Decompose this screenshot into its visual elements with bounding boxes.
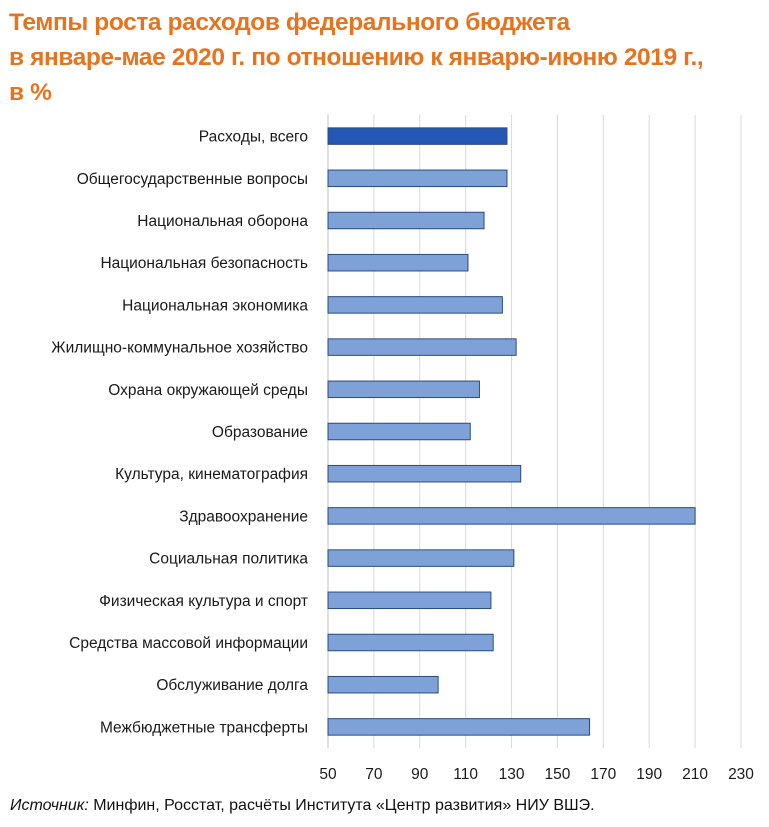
x-tick-label: 210 <box>682 766 708 783</box>
bar <box>327 296 503 314</box>
x-tick-label: 110 <box>453 766 478 783</box>
category-label: Общегосударственные вопросы <box>77 171 308 188</box>
bar <box>327 422 471 441</box>
category-label: Средства массовой информации <box>69 635 308 652</box>
source-label: Источник: <box>10 797 89 814</box>
bar <box>327 675 439 694</box>
category-labels: Расходы, всего Общегосударственные вопрос… <box>51 129 308 737</box>
category-label: Национальная экономика <box>122 297 308 314</box>
x-tick-label: 130 <box>499 766 525 783</box>
bar <box>327 338 517 356</box>
bar <box>327 633 494 652</box>
x-tick-label: 70 <box>365 766 383 783</box>
bars <box>327 127 696 736</box>
bar <box>327 464 522 483</box>
category-label: Здравоохранение <box>179 508 308 525</box>
category-label: Межбюджетные трансферты <box>100 719 308 736</box>
chart-title-line-3: в % <box>9 79 52 106</box>
category-label: Жилищно-коммунальное хозяйство <box>51 340 308 357</box>
bar <box>327 380 480 399</box>
category-label: Физическая культура и спорт <box>99 593 308 610</box>
x-tick-label: 90 <box>411 766 429 783</box>
x-tick-label: 170 <box>590 766 616 783</box>
bar <box>327 169 508 188</box>
x-tick-label: 150 <box>545 766 571 783</box>
x-axis-tick-labels: 50 70 90 110 130 150 170 190 210 230 <box>319 766 754 783</box>
x-tick-label: 190 <box>636 766 662 783</box>
source-text: Минфин, Росстат, расчёты Института «Цент… <box>88 797 595 814</box>
category-label: Социальная политика <box>149 551 308 568</box>
chart-title: Темпы роста расходов федерального бюджет… <box>9 5 764 110</box>
chart-title-line-1: Темпы роста расходов федерального бюджет… <box>9 9 570 36</box>
bar <box>327 591 492 610</box>
bar <box>327 211 485 230</box>
category-label: Национальная оборона <box>137 213 308 230</box>
chart-title-line-2: в январе-мае 2020 г. по отношению к янва… <box>9 44 704 71</box>
bar <box>327 253 469 272</box>
category-label: Культура, кинематография <box>115 466 308 483</box>
bar <box>327 549 515 567</box>
bar <box>327 507 696 525</box>
category-label: Обслуживание долга <box>156 677 308 694</box>
category-label: Национальная безопасность <box>100 255 308 272</box>
bar <box>327 718 591 736</box>
x-tick-label: 50 <box>319 766 337 783</box>
category-label: Образование <box>212 424 308 441</box>
category-label: Расходы, всего <box>199 129 308 146</box>
bar <box>327 127 508 145</box>
category-label: Охрана окружающей среды <box>108 382 308 399</box>
x-tick-label: 230 <box>728 766 754 783</box>
source-note: Источник: Минфин, Росстат, расчёты Инсти… <box>10 797 595 815</box>
